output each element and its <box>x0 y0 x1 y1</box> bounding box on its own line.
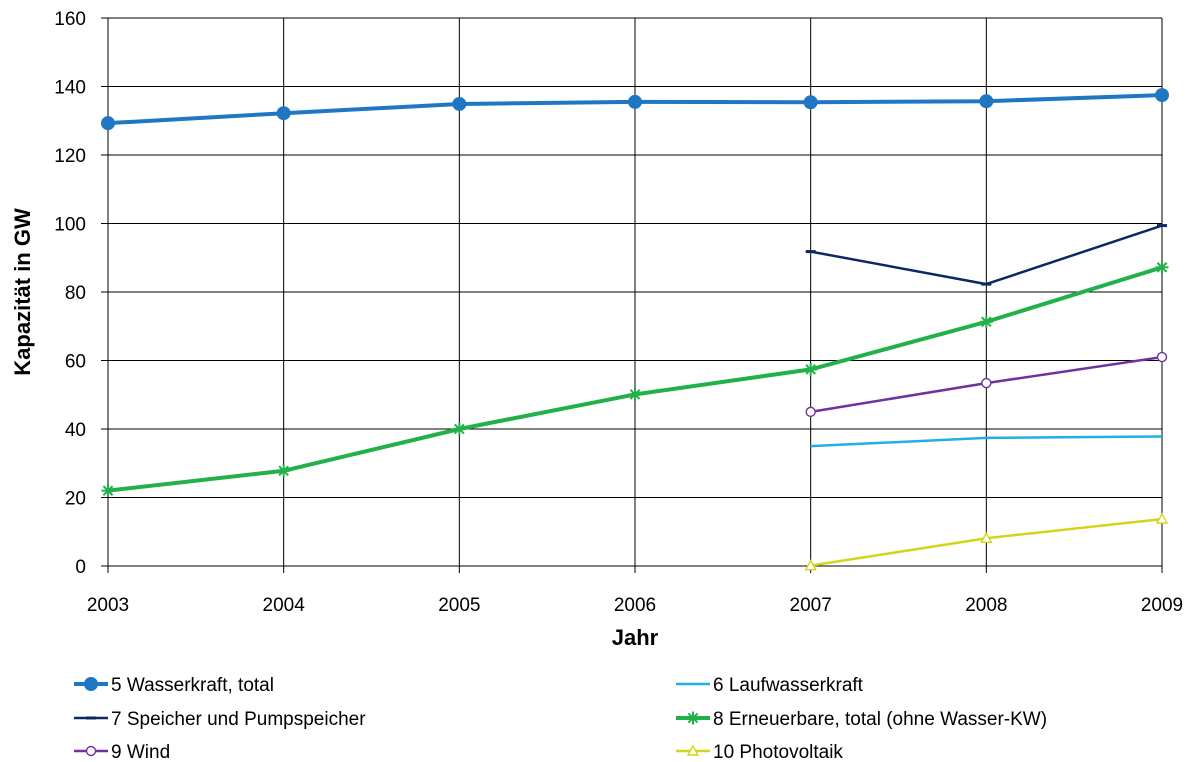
legend-entry: 5 Wasserkraft, total <box>74 675 274 696</box>
y-tick-label: 40 <box>65 420 86 441</box>
legend: 5 Wasserkraft, total 6 Laufwasserkraft 7 S… <box>74 675 1047 762</box>
point-marker <box>1155 260 1169 274</box>
series-1 <box>810 435 1163 448</box>
legend-label: 10 Photovoltaik <box>713 742 843 762</box>
point-marker <box>452 422 466 436</box>
point-marker <box>1156 351 1168 363</box>
x-tick-label: 2008 <box>965 595 1007 616</box>
point-marker <box>277 464 291 478</box>
y-tick-label: 0 <box>75 557 86 578</box>
point-marker <box>101 116 115 131</box>
y-axis-title: Kapazität in GW <box>10 208 35 376</box>
legend-entry: 10 Photovoltaik <box>676 742 843 762</box>
point-marker <box>804 559 817 571</box>
x-axis-title: Jahr <box>612 625 659 650</box>
star-stroke <box>981 316 992 328</box>
point-marker <box>979 94 994 109</box>
y-tick-label: 20 <box>65 489 86 510</box>
legend-entry: 6 Laufwasserkraft <box>676 675 864 696</box>
series-5 <box>804 512 1169 571</box>
y-tick-label: 120 <box>54 146 86 167</box>
series-4 <box>805 351 1168 418</box>
point-marker <box>805 406 816 418</box>
y-tick-label: 80 <box>65 283 86 304</box>
y-tick-label: 160 <box>54 9 86 30</box>
star-stroke <box>1156 262 1168 273</box>
y-tick-label: 140 <box>54 78 86 99</box>
point-marker <box>686 744 700 756</box>
point-marker <box>101 484 115 498</box>
point-marker <box>85 745 97 757</box>
series-3 <box>101 260 1169 498</box>
point-marker <box>452 96 467 111</box>
x-tick-label: 2006 <box>614 595 656 616</box>
legend-label: 6 Laufwasserkraft <box>713 675 864 696</box>
x-tick-label: 2004 <box>263 595 306 616</box>
x-tick-label: 2003 <box>87 595 129 616</box>
point-marker <box>1155 88 1169 103</box>
y-tick-label: 60 <box>65 352 86 373</box>
legend-label: 7 Speicher und Pumpspeicher <box>111 709 366 730</box>
star-stroke <box>102 485 114 496</box>
tick-labels: 0 20 40 60 80 100 120 140 160 2003 2004 2005 2006 200… <box>54 9 1183 616</box>
star-stroke <box>687 712 699 724</box>
legend-label: 9 Wind <box>111 742 170 762</box>
point-marker <box>804 362 818 376</box>
point-marker <box>980 531 993 543</box>
star-stroke <box>454 423 465 435</box>
point-marker <box>628 94 642 109</box>
point-marker <box>1155 512 1169 524</box>
series-line <box>810 435 1163 448</box>
series-2 <box>805 224 1167 286</box>
star-stroke <box>805 364 816 375</box>
point-marker <box>979 315 993 329</box>
star-stroke <box>629 389 641 400</box>
point-marker <box>686 711 700 725</box>
point-marker <box>981 377 992 389</box>
series-0 <box>101 88 1169 131</box>
point-marker <box>628 387 642 401</box>
legend-label: 5 Wasserkraft, total <box>111 675 274 696</box>
x-tick-label: 2005 <box>438 595 480 616</box>
legend-entry: 9 Wind <box>74 742 170 762</box>
x-tick-label: 2009 <box>1141 595 1183 616</box>
star-stroke <box>278 465 289 477</box>
legend-label: 8 Erneuerbare, total (ohne Wasser-KW) <box>713 709 1047 730</box>
point-marker <box>84 677 98 691</box>
point-marker <box>803 95 818 110</box>
point-marker <box>276 106 291 121</box>
legend-entry: 8 Erneuerbare, total (ohne Wasser-KW) <box>676 709 1047 730</box>
x-tick-label: 2007 <box>790 595 832 616</box>
series-layer <box>101 88 1169 571</box>
legend-entry: 7 Speicher und Pumpspeicher <box>74 709 366 730</box>
y-tick-label: 100 <box>54 215 86 236</box>
